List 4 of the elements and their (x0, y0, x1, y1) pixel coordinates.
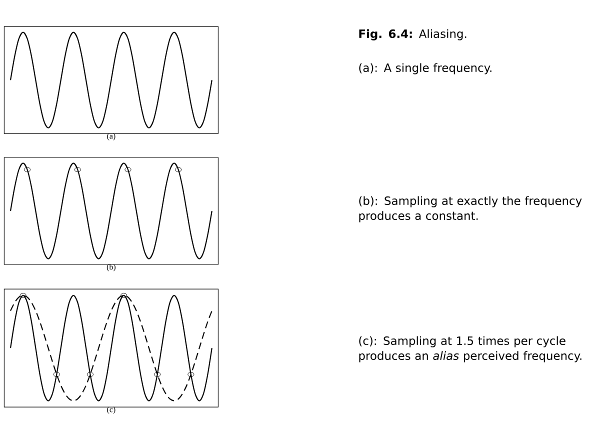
text: (c): Sampling at 1.5 times per cycle produces an alias perceived frequency. (359, 336, 582, 362)
text: Fig. 6.4: Aliasing. (359, 29, 466, 40)
text: (b): Sampling at exactly the frequency produces a constant. (359, 196, 582, 222)
text: (a): A single frequency. (359, 63, 492, 74)
